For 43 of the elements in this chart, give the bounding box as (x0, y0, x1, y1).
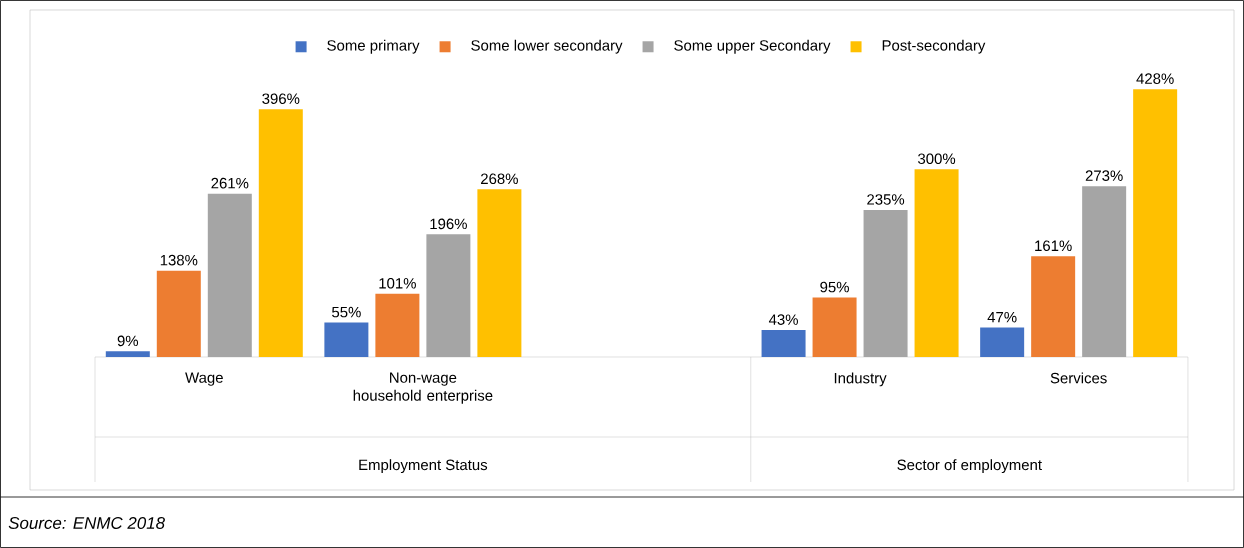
data-label: 396% (262, 93, 300, 104)
data-label: 300% (918, 153, 956, 165)
data-label: 47% (987, 311, 1017, 323)
bar (156, 270, 201, 357)
data-label: 428% (1136, 73, 1174, 84)
bar (914, 169, 959, 357)
x-tick-label: Industry (834, 372, 887, 387)
legend-label: Post-secondary (882, 39, 986, 54)
bar (863, 209, 908, 357)
legend-label: Some lower secondary (471, 39, 623, 54)
data-label: 235% (867, 194, 905, 205)
data-label: 268% (481, 173, 518, 185)
bar (426, 234, 471, 357)
bar (812, 297, 857, 357)
x-tick-label: Wage (185, 372, 223, 386)
text: Sector of employment (897, 459, 1042, 474)
x-tick-label: Services (1050, 372, 1107, 384)
data-label: 196% (430, 218, 467, 230)
data-label: 9% (117, 335, 139, 347)
bar (980, 327, 1025, 357)
text: Employment Status (359, 459, 488, 474)
bar (761, 330, 806, 357)
bar (1082, 186, 1127, 357)
bar (324, 322, 369, 357)
data-label: 43% (768, 314, 798, 325)
data-label: 261% (211, 177, 249, 189)
bar (1031, 256, 1076, 357)
x-tick-label: Non-wage household enterprise (353, 372, 493, 404)
legend-label: Some upper Secondary (674, 39, 831, 54)
legend-label: Some primary (327, 39, 420, 54)
source-note: Source: ENMC 2018 (8, 517, 165, 529)
bar (207, 193, 252, 357)
bar (375, 293, 420, 357)
bar (105, 351, 150, 357)
data-label: 138% (160, 254, 198, 266)
data-label: 273% (1085, 170, 1123, 181)
bar (477, 189, 522, 357)
data-label: 55% (332, 306, 361, 318)
bar (1133, 89, 1178, 357)
data-label: 101% (379, 278, 416, 289)
data-label: 95% (820, 281, 849, 293)
data-label: 161% (1035, 240, 1072, 252)
bar (258, 109, 303, 357)
